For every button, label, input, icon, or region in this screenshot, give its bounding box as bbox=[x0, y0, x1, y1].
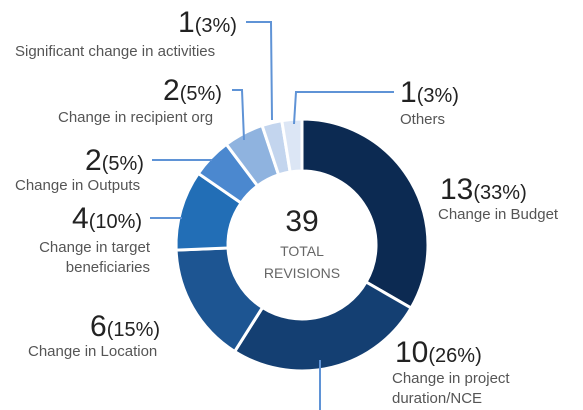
slice-percent: (5%) bbox=[102, 153, 144, 175]
slice-count: 2 bbox=[163, 74, 180, 107]
slice-percent: (26%) bbox=[428, 345, 481, 367]
slice-percent: (15%) bbox=[107, 319, 160, 341]
leader-line bbox=[293, 91, 394, 125]
slice-count: 1 bbox=[178, 6, 195, 39]
slice-label: Change in project duration/NCE bbox=[392, 370, 510, 407]
donut-slice bbox=[300, 117, 430, 311]
slice-label: Significant change in activities bbox=[15, 43, 215, 60]
slice-label: Change in Location bbox=[28, 343, 157, 360]
slice-count: 1 bbox=[400, 76, 417, 109]
center-label: TOTAL REVISIONS bbox=[264, 243, 340, 281]
value-label: 13(33%) bbox=[440, 173, 527, 206]
slice-count: 10 bbox=[395, 336, 428, 369]
value-label: 4(10%) bbox=[72, 202, 142, 235]
donut-slice bbox=[280, 117, 304, 174]
donut-slice bbox=[232, 279, 414, 373]
value-label: 2(5%) bbox=[163, 74, 222, 107]
slice-label: Others bbox=[400, 111, 445, 128]
slice-percent: (33%) bbox=[473, 182, 526, 204]
slice-count: 4 bbox=[72, 202, 89, 235]
value-label: 1(3%) bbox=[178, 6, 237, 39]
slice-percent: (10%) bbox=[89, 211, 142, 233]
total-value: 39 bbox=[285, 205, 318, 238]
value-label: 2(5%) bbox=[85, 144, 144, 177]
slice-label: Change in Budget bbox=[438, 206, 559, 223]
slice-percent: (3%) bbox=[417, 85, 459, 107]
slice-percent: (5%) bbox=[180, 83, 222, 105]
slice-label: Change in target beneficiaries bbox=[39, 239, 151, 276]
slice-count: 13 bbox=[440, 173, 473, 206]
value-label: 1(3%) bbox=[400, 76, 459, 109]
value-label: 10(26%) bbox=[395, 336, 482, 369]
slice-count: 6 bbox=[90, 310, 107, 343]
slice-percent: (3%) bbox=[195, 15, 237, 37]
slice-label: Change in recipient org bbox=[58, 109, 213, 126]
leader-line bbox=[246, 21, 273, 121]
slice-label: Change in Outputs bbox=[15, 177, 140, 194]
leader-line bbox=[232, 89, 245, 141]
value-label: 6(15%) bbox=[90, 310, 160, 343]
slice-count: 2 bbox=[85, 144, 102, 177]
